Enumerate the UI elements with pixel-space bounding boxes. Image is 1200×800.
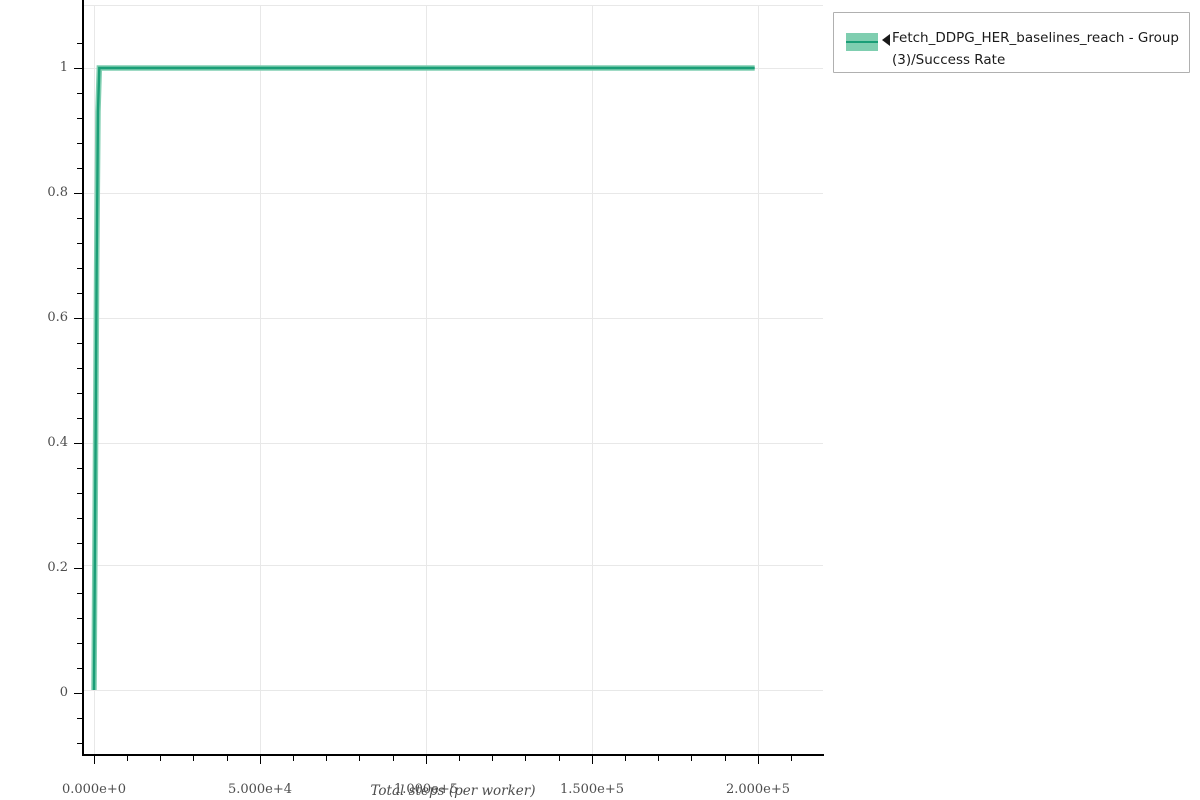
x-tick-minor-4a — [791, 755, 793, 761]
y-tick-minor-1b — [77, 93, 83, 95]
y-tick-label-0.6: 0.6 — [47, 310, 68, 325]
x-tick-minor-0b — [160, 755, 162, 761]
x-tick-major-150000 — [592, 755, 594, 764]
y-tick-major-0 — [74, 693, 83, 695]
x-tick-major-200000 — [758, 755, 760, 764]
gridline-y-0.6 — [82, 318, 823, 319]
gridline-x-150000 — [592, 5, 593, 755]
gridline-x-0 — [94, 5, 95, 755]
gridline-x-200000 — [758, 5, 759, 755]
y-tick-minor-2b — [77, 243, 83, 245]
gridline-y-0.4 — [82, 443, 823, 444]
y-tick-label-1: 1 — [59, 60, 68, 75]
x-tick-minor-2d — [559, 755, 561, 761]
y-tick-major-1 — [74, 68, 83, 70]
x-tick-label-150000: 1.500e+5 — [559, 782, 625, 797]
y-tick-label-0.4: 0.4 — [47, 435, 68, 450]
legend-line-swatch — [846, 41, 878, 44]
x-tick-label-200000: 2.000e+5 — [725, 782, 791, 797]
gridline-top-frame — [82, 5, 823, 6]
y-tick-minor-5d — [77, 668, 83, 670]
x-tick-minor-3c — [691, 755, 693, 761]
y-tick-major-0.6 — [74, 318, 83, 320]
x-tick-minor-3a — [625, 755, 627, 761]
y-tick-minor-5a — [77, 593, 83, 595]
y-tick-minor-3d — [77, 418, 83, 420]
y-axis-spine — [82, 0, 84, 756]
gridline-x-50000 — [260, 5, 261, 755]
y-tick-minor-2c — [77, 268, 83, 270]
x-tick-minor-3d — [725, 755, 727, 761]
y-tick-minor-4a — [77, 468, 83, 470]
x-tick-major-0 — [94, 755, 96, 764]
y-tick-label-0.8: 0.8 — [47, 185, 68, 200]
x-tick-minor-1d — [393, 755, 395, 761]
gridline-y-0.8 — [82, 193, 823, 194]
y-tick-minor-3a — [77, 343, 83, 345]
x-tick-minor-0a — [127, 755, 129, 761]
gridline-y-0 — [82, 690, 823, 691]
y-tick-minor-1c — [77, 118, 83, 120]
y-tick-minor-5c — [77, 643, 83, 645]
y-tick-major-0.4 — [74, 443, 83, 445]
x-tick-major-50000 — [260, 755, 262, 764]
triangle-left-icon — [882, 34, 890, 46]
chart-legend[interactable]: Fetch_DDPG_HER_baselines_reach - Group(3… — [833, 12, 1190, 73]
x-tick-label-0: 0.000e+0 — [61, 782, 127, 797]
y-tick-minor-3c — [77, 393, 83, 395]
y-tick-minor-1e — [77, 168, 83, 170]
plot-area — [82, 5, 823, 755]
y-tick-minor-3b — [77, 368, 83, 370]
x-tick-minor-2b — [492, 755, 494, 761]
x-tick-minor-1c — [359, 755, 361, 761]
y-tick-minor-6a — [77, 718, 83, 720]
x-tick-label-100000: 1.000e+5 — [393, 782, 459, 797]
y-tick-minor-4b — [77, 493, 83, 495]
x-tick-minor-1a — [293, 755, 295, 761]
y-tick-minor-1d — [77, 143, 83, 145]
x-axis-title: Total steps (per worker) — [370, 783, 536, 799]
gridline-y-0.2 — [82, 565, 823, 566]
x-axis-spine — [82, 754, 824, 756]
y-tick-minor-1a — [77, 43, 83, 45]
legend-swatch-icon — [846, 33, 878, 51]
y-tick-minor-4c — [77, 518, 83, 520]
x-tick-minor-2c — [525, 755, 527, 761]
x-tick-label-50000: 5.000e+4 — [227, 782, 293, 797]
y-tick-minor-5b — [77, 618, 83, 620]
x-tick-minor-0c — [193, 755, 195, 761]
legend-entry-label: Fetch_DDPG_HER_baselines_reach - Group(3… — [892, 30, 1180, 68]
gridline-y-1 — [82, 68, 823, 69]
x-tick-minor-3b — [658, 755, 660, 761]
y-tick-major-0.2 — [74, 568, 83, 570]
gridline-x-100000 — [426, 5, 427, 755]
y-tick-major-0.8 — [74, 193, 83, 195]
x-tick-minor-0d — [227, 755, 229, 761]
y-tick-label-0: 0 — [59, 685, 68, 700]
y-tick-minor-6b — [77, 743, 83, 745]
y-tick-minor-4d — [77, 543, 83, 545]
y-tick-label-0.2: 0.2 — [47, 560, 68, 575]
y-tick-minor-2d — [77, 293, 83, 295]
y-tick-minor-2a — [77, 218, 83, 220]
x-tick-major-100000 — [426, 755, 428, 764]
x-tick-minor-1b — [326, 755, 328, 761]
x-tick-minor-2a — [459, 755, 461, 761]
